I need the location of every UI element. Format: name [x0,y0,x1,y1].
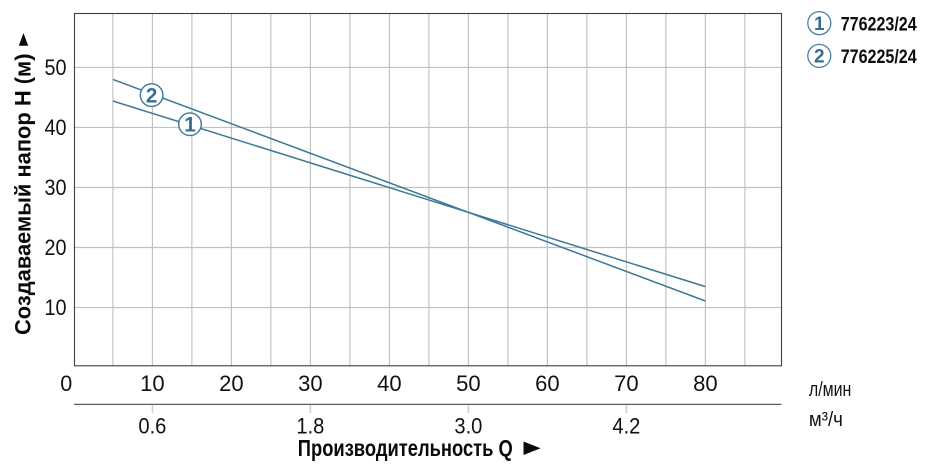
svg-text:20: 20 [219,371,244,396]
svg-text:776223/24: 776223/24 [841,15,917,36]
svg-text:Производительность Q: Производительность Q [298,435,513,461]
svg-text:70: 70 [614,371,639,396]
svg-text:60: 60 [535,371,560,396]
svg-text:1: 1 [184,114,196,137]
svg-text:3.0: 3.0 [454,414,482,439]
svg-text:40: 40 [377,371,402,396]
svg-text:0: 0 [60,371,72,396]
svg-text:10: 10 [45,295,67,320]
svg-text:50: 50 [45,55,67,80]
svg-text:2: 2 [146,85,158,108]
svg-text:м³/ч: м³/ч [809,409,843,431]
svg-text:10: 10 [140,371,165,396]
svg-text:30: 30 [45,175,67,200]
svg-text:л/мин: л/мин [809,379,852,401]
svg-text:20: 20 [45,235,67,260]
svg-text:1: 1 [814,14,825,35]
svg-text:0.6: 0.6 [138,414,166,439]
svg-text:50: 50 [456,371,481,396]
svg-text:776225/24: 776225/24 [841,47,917,68]
svg-text:40: 40 [45,115,67,140]
svg-text:80: 80 [693,371,718,396]
svg-text:2: 2 [814,47,825,68]
svg-text:Создаваемый напор H (м): Создаваемый напор H (м) [11,54,36,336]
svg-text:4.2: 4.2 [612,414,640,439]
svg-text:30: 30 [298,371,323,396]
svg-text:1.8: 1.8 [296,414,324,439]
